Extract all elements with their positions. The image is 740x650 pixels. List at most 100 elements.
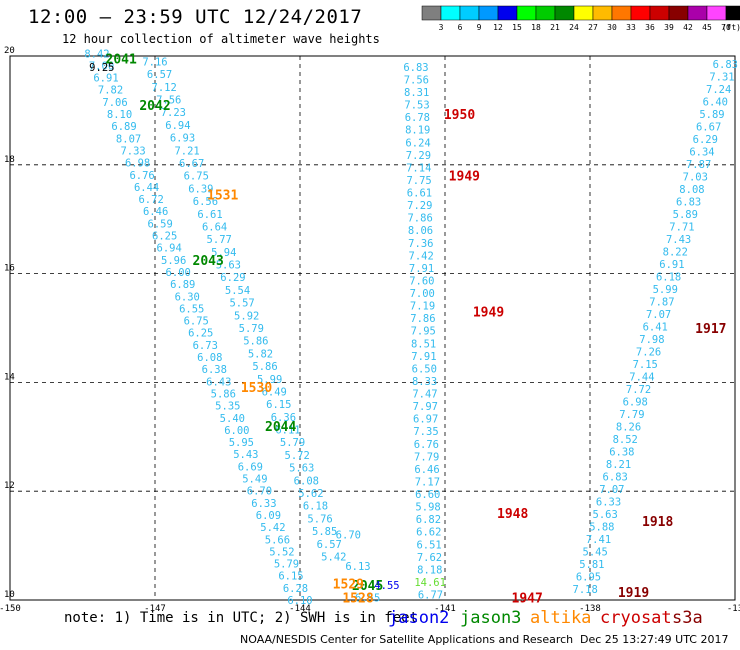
wave-height-value: 6.24 <box>405 137 430 149</box>
wave-height-value: 7.33 <box>120 145 145 157</box>
pass-time-label: 2044 <box>265 420 296 435</box>
wave-height-value: 7.15 <box>633 359 658 371</box>
wave-height-value: 6.13 <box>345 561 370 573</box>
wave-height-value: 7.16 <box>142 56 167 68</box>
wave-height-value: 7.29 <box>407 200 432 212</box>
colorbar-label: 45 <box>702 23 712 32</box>
colorbar-swatch <box>478 5 499 21</box>
wave-height-value: 5.99 <box>653 284 678 296</box>
wave-height-value: 7.18 <box>573 584 598 596</box>
legend-altika: altika <box>530 608 592 628</box>
wave-height-value: 6.72 <box>138 194 163 206</box>
legend-s3a: s3a <box>672 608 703 628</box>
wave-height-value: 6.83 <box>403 62 428 74</box>
wave-height-value: 6.89 <box>111 121 136 133</box>
wave-height-value: 5.92 <box>234 310 259 322</box>
y-tick-label: 18 <box>4 155 15 165</box>
colorbar-swatch <box>440 5 461 21</box>
wave-height-value: 6.94 <box>165 120 190 132</box>
x-tick-label: -141 <box>434 604 456 614</box>
colorbar-label: 21 <box>550 23 560 32</box>
wave-height-value: 5.79 <box>274 559 299 571</box>
wave-height-value: 5.63 <box>216 260 241 272</box>
wave-height-value: 6.62 <box>416 527 441 539</box>
timestamp: Dec 25 13:27:49 UTC 2017 <box>580 633 729 646</box>
wave-height-value: 7.79 <box>619 409 644 421</box>
wave-height-value: 7.19 <box>410 301 435 313</box>
wave-height-value: 4.55 <box>374 580 399 592</box>
wave-height-value: 6.30 <box>175 291 200 303</box>
credit-line: NOAA/NESDIS Center for Satellite Applica… <box>240 633 574 646</box>
wave-height-value: 5.72 <box>285 450 310 462</box>
wave-height-value: 7.44 <box>629 372 654 384</box>
pass-time-label: 1947 <box>512 591 543 606</box>
wave-height-value: 6.33 <box>251 498 276 510</box>
wave-height-value: 7.12 <box>152 82 177 94</box>
wave-height-value: 7.86 <box>407 213 432 225</box>
wave-height-value: 8.42 <box>84 48 109 60</box>
plot-frame <box>9 55 736 601</box>
wave-height-value: 7.91 <box>409 263 434 275</box>
wave-height-value: 6.10 <box>287 595 312 607</box>
wave-height-value: 6.40 <box>703 97 728 109</box>
wave-height-value: 8.10 <box>107 109 132 121</box>
wave-height-value: 6.41 <box>643 322 668 334</box>
wave-height-value: 6.61 <box>407 188 432 200</box>
wave-height-value: 5.82 <box>248 348 273 360</box>
legend-jason3: jason3 <box>460 608 522 628</box>
pass-time-label: 1948 <box>497 507 528 522</box>
pass-time-label: 1950 <box>444 108 475 123</box>
wave-height-value: 5.66 <box>265 534 290 546</box>
wave-height-value: 5.94 <box>211 247 236 259</box>
wave-height-value: 7.53 <box>404 100 429 112</box>
wave-height-value: 7.21 <box>174 145 199 157</box>
pass-time-label: 1949 <box>473 306 504 321</box>
wave-height-value: 6.55 <box>355 592 380 604</box>
pass-time-label: 1528 <box>342 591 373 606</box>
wave-height-value: 7.95 <box>411 326 436 338</box>
wave-height-value: 6.82 <box>416 514 441 526</box>
wave-height-value: 6.38 <box>609 447 634 459</box>
wave-height-value: 8.21 <box>606 459 631 471</box>
wave-height-value: 6.29 <box>693 134 718 146</box>
wave-height-value: 6.97 <box>413 414 438 426</box>
wave-height-value: 6.08 <box>294 475 319 487</box>
wave-height-value: 7.36 <box>408 238 433 250</box>
wave-height-value: 7.17 <box>415 476 440 488</box>
wave-height-value: 6.25 <box>188 328 213 340</box>
wave-height-value: 6.73 <box>193 340 218 352</box>
x-tick-label: -150 <box>0 604 21 614</box>
pass-time-label: 1529 <box>333 578 364 593</box>
wave-height-value: 6.95 <box>576 572 601 584</box>
wave-height-value: 5.89 <box>673 209 698 221</box>
pass-time-label: 1917 <box>695 322 726 337</box>
wave-height-value: 6.93 <box>170 133 195 145</box>
wave-height-value: 5.35 <box>215 401 240 413</box>
colorbar-swatch <box>611 5 632 21</box>
wave-height-value: 8.31 <box>404 87 429 99</box>
wave-height-value: 7.24 <box>706 84 731 96</box>
wave-height-value: 6.83 <box>603 472 628 484</box>
wave-height-value: 9.25 <box>89 62 114 74</box>
wave-height-value: 8.08 <box>679 184 704 196</box>
wave-height-value: 7.00 <box>89 60 114 72</box>
wave-height-value: 8.19 <box>405 125 430 137</box>
pass-time-label: 2042 <box>139 99 170 114</box>
colorbar-label: 30 <box>607 23 617 32</box>
wave-height-value: 6.75 <box>184 316 209 328</box>
wave-height-value: 6.15 <box>266 399 291 411</box>
wave-height-value: 7.14 <box>406 162 431 174</box>
wave-height-value: 6.83 <box>676 197 701 209</box>
wave-height-value: 6.50 <box>412 363 437 375</box>
colorbar-swatch <box>554 5 575 21</box>
wave-height-value: 5.49 <box>242 474 267 486</box>
wave-height-value: 6.77 <box>418 590 443 602</box>
wave-height-value: 6.91 <box>93 73 118 85</box>
wave-height-value: 6.98 <box>623 397 648 409</box>
wave-height-value: 6.57 <box>317 539 342 551</box>
wave-height-value: 5.76 <box>307 513 332 525</box>
wave-height-value: 7.91 <box>411 351 436 363</box>
wave-height-value: 5.95 <box>229 437 254 449</box>
wave-height-value: 5.99 <box>257 374 282 386</box>
wave-height-value: 5.96 <box>161 255 186 267</box>
